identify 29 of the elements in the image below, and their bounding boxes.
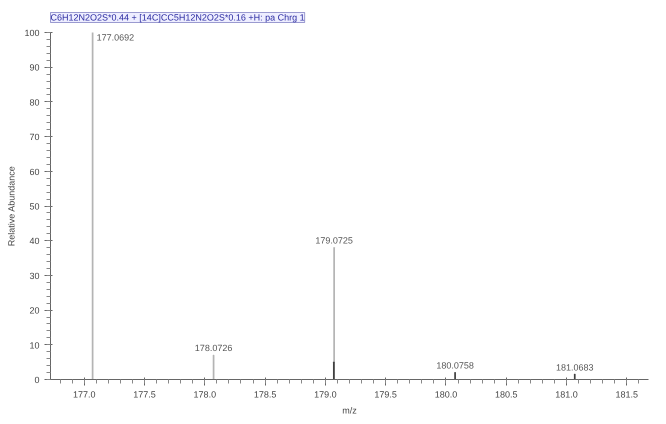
x-tick-label: 180.0 [434, 390, 458, 400]
annotation: 178.0726 [194, 343, 232, 354]
annotation: 180.0758 [436, 360, 474, 371]
x-tick-label: 181.0 [555, 390, 578, 400]
x-tick-label: 179.5 [374, 390, 397, 400]
y-tick-label: 10 [29, 340, 40, 350]
y-tick-label: 70 [29, 132, 40, 142]
y-tick-label: 20 [29, 306, 40, 316]
x-tick-label: 179.0 [314, 390, 337, 400]
y-tick-label: 100 [24, 28, 40, 38]
x-tick-label: 177.5 [133, 390, 156, 400]
y-tick-label: 50 [29, 202, 40, 212]
y-tick-label: 60 [29, 166, 40, 177]
x-tick-label: 178.0 [194, 390, 216, 400]
annotation: 181.0683 [556, 362, 594, 372]
y-tick-label: 90 [29, 62, 40, 73]
chart-title: C6H12N2O2S*0.44 + [14C]CC5H12N2O2S*0.16 +H: pa Chrg 1 [50, 12, 305, 22]
y-tick-label: 40 [29, 236, 40, 246]
x-tick-label: 178.5 [254, 390, 276, 400]
x-tick-label: 180.5 [494, 390, 518, 400]
x-axis-title: m/z [342, 406, 358, 416]
x-tick-label: 181.5 [616, 390, 638, 400]
annotation: 177.0692 [96, 32, 134, 42]
annotation: 179.0725 [315, 236, 353, 246]
y-tick-label: 0 [34, 375, 40, 385]
y-tick-label: 30 [29, 270, 40, 281]
y-axis-title: Relative Abundance [6, 166, 16, 246]
x-tick-label: 177.0 [72, 390, 96, 400]
y-tick-label: 80 [29, 97, 40, 108]
